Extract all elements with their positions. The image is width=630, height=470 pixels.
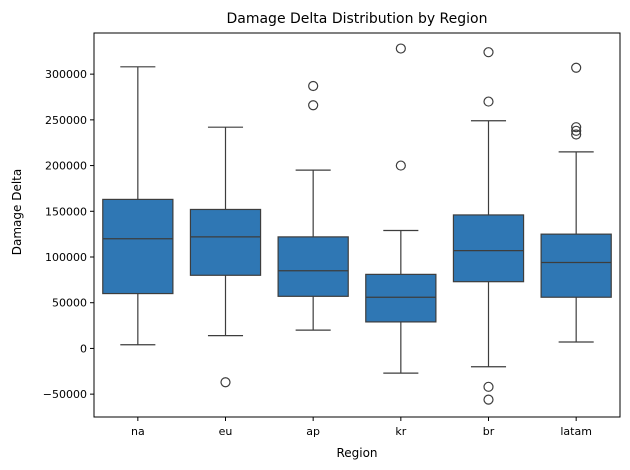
outlier-point: [483, 96, 494, 107]
outlier-point: [571, 129, 582, 140]
box-iqr: [189, 208, 262, 276]
x-tick-label: eu: [219, 425, 233, 438]
x-tick-label: kr: [395, 425, 406, 438]
box-iqr: [365, 273, 437, 323]
chart-title: Damage Delta Distribution by Region: [226, 11, 487, 27]
box-iqr: [452, 214, 525, 283]
outlier-point: [483, 47, 494, 58]
plot-area: [102, 43, 612, 405]
y-tick-label: 250000: [45, 114, 87, 127]
outlier-point: [395, 160, 406, 171]
y-axis: −50000 0 50000 100000 150000 200000 250000 3000…: [43, 68, 94, 401]
outlier-point: [571, 125, 582, 136]
x-tick-label: ap: [306, 425, 320, 438]
y-tick-label: 100000: [45, 251, 87, 264]
box-iqr: [540, 233, 612, 298]
outlier-point: [308, 100, 319, 111]
y-tick-label: 150000: [45, 205, 87, 218]
plot-frame: [93, 32, 621, 418]
x-axis-label: Region: [336, 446, 377, 460]
y-tick-label: −50000: [43, 388, 87, 401]
outlier-point: [308, 80, 319, 92]
x-tick-label: br: [483, 425, 495, 438]
y-tick-label: 300000: [45, 68, 87, 81]
outlier-point: [395, 43, 406, 54]
y-tick-label: 0: [80, 342, 87, 355]
box-br: [452, 47, 525, 405]
y-tick-label: 200000: [45, 160, 87, 173]
outlier-point: [571, 62, 582, 73]
box-iqr: [277, 236, 349, 297]
box-na: [102, 66, 174, 346]
outlier-point: [571, 122, 582, 133]
outlier-point: [220, 377, 231, 388]
x-axis: na eu ap kr br latam: [131, 417, 592, 438]
outlier-point: [483, 394, 494, 405]
box-kr: [365, 43, 437, 374]
box-iqr: [102, 198, 174, 295]
outlier-point: [483, 381, 494, 392]
y-tick-label: 50000: [52, 297, 87, 310]
box-ap: [277, 80, 349, 331]
x-tick-label: latam: [560, 425, 592, 438]
x-tick-label: na: [131, 425, 145, 438]
box-latam: [540, 62, 612, 343]
box-eu: [189, 126, 262, 388]
y-axis-label: Damage Delta: [10, 169, 24, 255]
